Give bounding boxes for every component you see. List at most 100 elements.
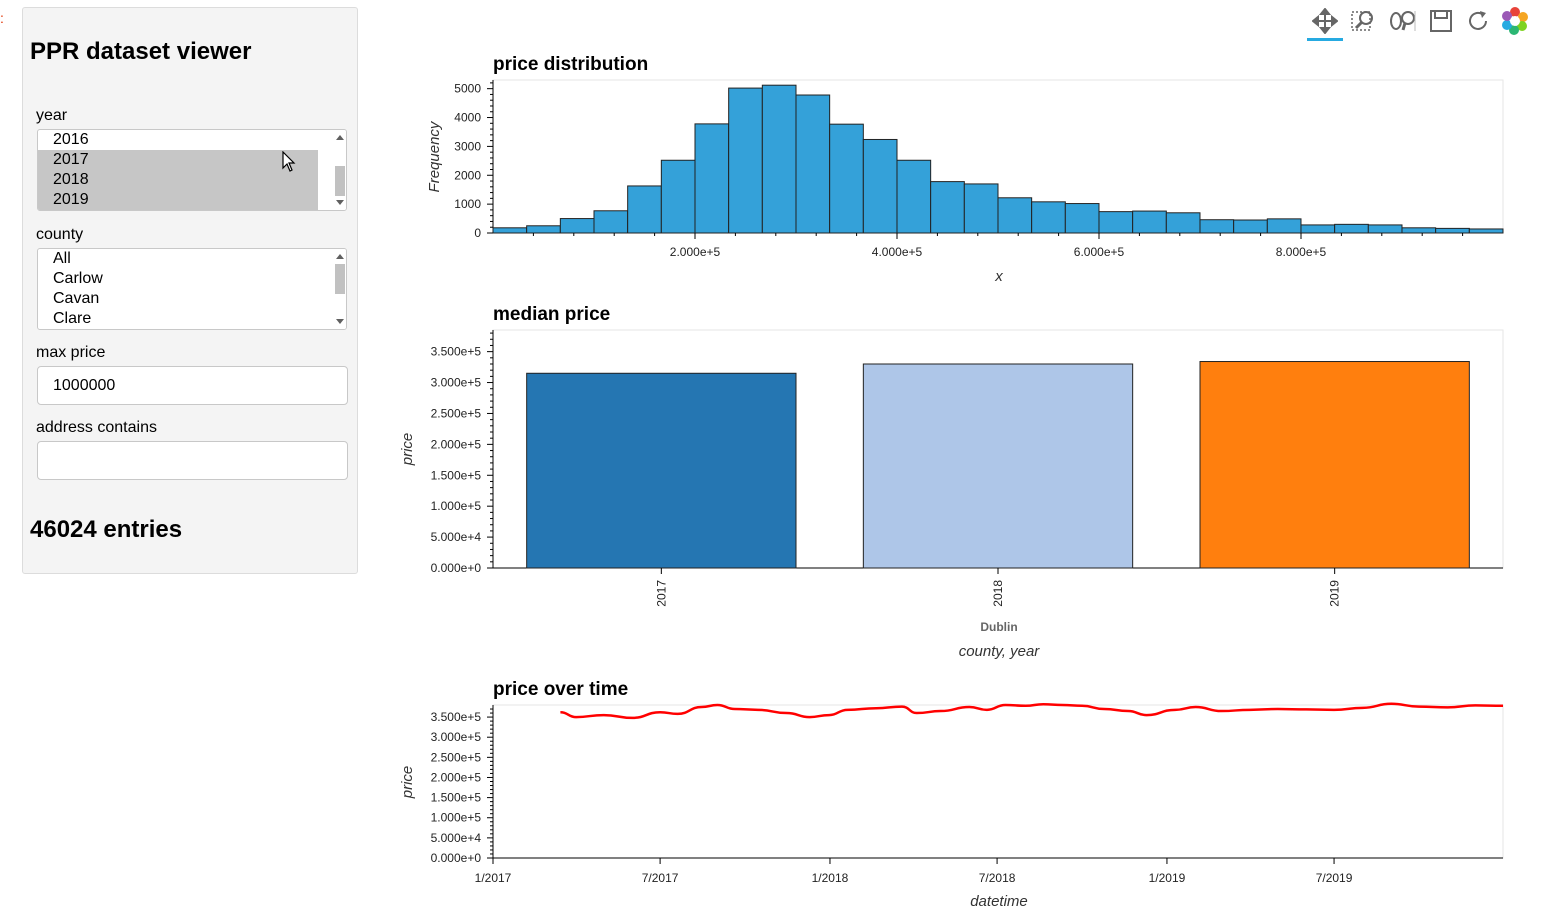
county-scrollbar[interactable] xyxy=(334,249,346,329)
median-y-tick-label: 5.000e+4 xyxy=(431,530,482,544)
time-y-tick-label: 1.500e+5 xyxy=(431,791,482,805)
hist-y-tick-label: 1000 xyxy=(454,197,481,211)
median-x-tick-label: 2018 xyxy=(991,580,1005,607)
histogram-bar xyxy=(1098,211,1134,234)
wheel-zoom-tool-button[interactable] xyxy=(1385,4,1421,38)
median-x-tick-label: 2017 xyxy=(654,580,668,607)
year-option[interactable]: 2018 xyxy=(38,170,318,190)
histogram-bar xyxy=(627,185,662,234)
histogram-bar xyxy=(1064,203,1100,234)
hist-x-label: x xyxy=(994,268,1003,285)
hist-title: price distribution xyxy=(493,54,648,75)
histogram-bar xyxy=(660,159,696,234)
reset-tool-button[interactable] xyxy=(1460,4,1496,38)
scroll-up-icon[interactable] xyxy=(336,135,344,140)
hist-plot-area xyxy=(492,79,1504,234)
median-bar xyxy=(1199,361,1470,569)
time-y-tick-label: 0.000e+0 xyxy=(431,851,482,865)
median-bar xyxy=(526,372,797,569)
histogram-bar xyxy=(559,218,595,234)
county-multiselect[interactable]: All Carlow Cavan Clare xyxy=(37,248,347,330)
median-bar xyxy=(862,363,1134,569)
county-option[interactable]: Clare xyxy=(53,310,92,327)
price-line xyxy=(560,702,1504,720)
histogram-bar xyxy=(1401,227,1437,234)
histogram-bar xyxy=(1199,219,1235,234)
histogram-bar xyxy=(1300,224,1336,234)
year-option[interactable]: 2019 xyxy=(38,190,318,210)
hist-y-tick-label: 3000 xyxy=(454,139,481,153)
save-tool-button[interactable] xyxy=(1423,4,1459,38)
median-y-tick-label: 2.500e+5 xyxy=(431,406,482,420)
time-y-tick-label: 2.000e+5 xyxy=(431,770,482,784)
hist-x-tick-label: 8.000e+5 xyxy=(1276,245,1327,259)
scroll-thumb[interactable] xyxy=(335,264,345,294)
county-option[interactable]: Carlow xyxy=(53,270,103,287)
county-option[interactable]: All xyxy=(53,250,71,267)
scroll-thumb[interactable] xyxy=(335,166,345,196)
scroll-down-icon[interactable] xyxy=(336,200,344,205)
median-y-tick-label: 0.000e+0 xyxy=(431,561,482,575)
median-y-tick-label: 1.500e+5 xyxy=(431,468,482,482)
histogram-bar xyxy=(1435,227,1470,234)
histogram-bar xyxy=(728,87,763,234)
county-label: county xyxy=(36,226,84,243)
median-y-tick-label: 1.000e+5 xyxy=(431,499,482,513)
histogram-bar xyxy=(1031,201,1066,234)
median-x-label: county, year xyxy=(959,643,1041,660)
year-option[interactable]: 2017 xyxy=(38,150,318,170)
reset-icon xyxy=(1469,11,1487,30)
wheel-zoom-icon xyxy=(1390,11,1416,31)
histogram-bar xyxy=(1334,223,1369,234)
histogram-bar xyxy=(795,94,831,234)
time-plot-area xyxy=(492,704,1504,859)
scroll-down-icon[interactable] xyxy=(336,319,344,324)
year-option[interactable]: 2016 xyxy=(53,131,89,148)
histogram-bar xyxy=(694,123,730,234)
time-x-tick-label: 1/2018 xyxy=(812,871,849,885)
histogram-bar xyxy=(1367,224,1403,234)
median-y-tick-label: 2.000e+5 xyxy=(431,437,482,451)
address-input[interactable] xyxy=(37,441,348,480)
pan-tool-button[interactable] xyxy=(1307,4,1343,41)
bokeh-logo-button[interactable] xyxy=(1497,4,1533,38)
hist-y-tick-label: 0 xyxy=(474,226,481,240)
hist-x-tick-label: 2.000e+5 xyxy=(670,245,721,259)
time-y-label: price xyxy=(399,766,416,800)
max-price-label: max price xyxy=(36,344,106,361)
box-zoom-tool-button[interactable] xyxy=(1345,4,1381,38)
histogram-bar xyxy=(862,138,898,234)
histogram-bar xyxy=(492,227,528,234)
histogram-bar xyxy=(593,210,629,234)
histogram-bar xyxy=(997,197,1033,234)
histogram-bar xyxy=(1468,228,1504,234)
county-option[interactable]: Cavan xyxy=(53,290,100,307)
histogram-bar xyxy=(963,183,999,234)
time-y-tick-label: 3.500e+5 xyxy=(431,710,482,724)
histogram-bar xyxy=(1266,218,1302,234)
time-y-tick-label: 5.000e+4 xyxy=(431,831,482,845)
time-y-tick-label: 3.000e+5 xyxy=(431,730,482,744)
year-scrollbar[interactable] xyxy=(334,130,346,210)
histogram-bar xyxy=(526,225,561,234)
scroll-up-icon[interactable] xyxy=(336,254,344,259)
histogram-bar xyxy=(1132,210,1167,234)
time-title: price over time xyxy=(493,679,628,700)
hist-x-tick-label: 4.000e+5 xyxy=(872,245,923,259)
histogram-bar xyxy=(896,159,932,234)
max-price-input[interactable] xyxy=(37,366,348,405)
box-zoom-icon xyxy=(1351,11,1373,31)
median-group-label: Dublin xyxy=(980,620,1017,634)
plot-toolbar xyxy=(1305,4,1541,41)
time-x-tick-label: 7/2019 xyxy=(1316,871,1353,885)
panel-title: PPR dataset viewer xyxy=(30,38,252,65)
time-y-tick-label: 1.000e+5 xyxy=(431,811,482,825)
median-y-tick-label: 3.000e+5 xyxy=(431,376,482,390)
histogram-bar xyxy=(761,84,797,234)
histogram-bar xyxy=(1165,212,1201,234)
time-y-tick-label: 2.500e+5 xyxy=(431,750,482,764)
histogram-bar xyxy=(930,181,965,234)
mouse-cursor-icon xyxy=(282,151,296,172)
median-title: median price xyxy=(493,304,610,325)
year-multiselect[interactable]: 2016 2017 2018 2019 xyxy=(37,129,347,211)
